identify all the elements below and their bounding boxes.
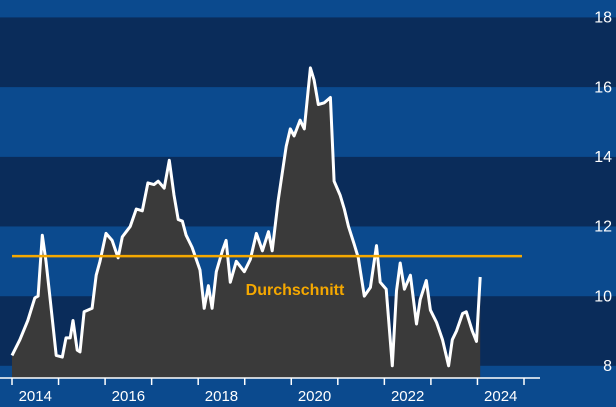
x-tick-label: 2016 <box>112 388 145 405</box>
x-tick-label: 2014 <box>19 388 52 405</box>
x-tick-label: 2024 <box>484 388 517 405</box>
band <box>0 17 616 88</box>
y-tick-label: 18 <box>594 10 612 27</box>
y-tick-label: 12 <box>594 219 612 236</box>
y-tick-label: 14 <box>594 149 612 166</box>
x-tick-label: 2020 <box>298 388 331 405</box>
line <box>10 66 482 368</box>
average-label: Durchschnitt <box>246 282 345 299</box>
area <box>12 67 481 379</box>
y-tick-label: 10 <box>594 288 612 305</box>
y-tick-label: 8 <box>603 358 612 375</box>
y-tick-label: 16 <box>594 79 612 96</box>
x-tick-label: 2022 <box>391 388 424 405</box>
x-tick-label: 2018 <box>205 388 238 405</box>
